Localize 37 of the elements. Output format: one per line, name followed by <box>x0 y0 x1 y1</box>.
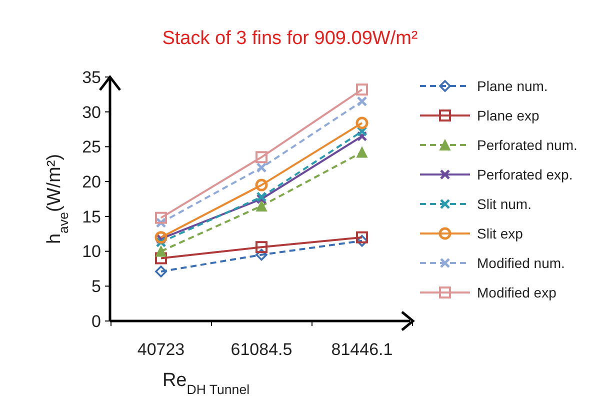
legend-label: Slit num. <box>477 196 532 212</box>
x-axis-title: Re$_{DH Tunnel}$ <box>162 370 250 396</box>
point <box>155 252 167 264</box>
x-tick-label: 61084.5 <box>230 340 292 359</box>
x-tick-label: 81446.1 <box>331 340 393 359</box>
point <box>256 162 267 173</box>
point <box>256 241 268 254</box>
legend-label: Plane num. <box>477 78 548 94</box>
y-tick-label: 10 <box>82 242 101 262</box>
legend-label: Plane exp <box>477 107 540 124</box>
y-tick-label: 5 <box>92 277 101 296</box>
point <box>156 246 166 257</box>
point <box>255 178 268 192</box>
y-tick-label: 15 <box>82 207 101 226</box>
legend-label: Slit exp <box>477 225 524 242</box>
legend-label: Modified exp <box>477 284 557 300</box>
point <box>256 200 267 212</box>
y-tick-label: 30 <box>82 102 101 122</box>
point <box>356 96 368 107</box>
point <box>356 84 368 96</box>
point <box>256 151 268 164</box>
chart-title: Stack of 3 fins for 909.09W/m² <box>162 28 418 49</box>
legend-label: Perforated exp. <box>477 166 573 182</box>
point <box>356 231 368 244</box>
y-tick-label: 20 <box>82 172 101 192</box>
x-tick-label: 40723 <box>137 340 185 359</box>
y-tick-label: 25 <box>82 138 101 157</box>
point <box>256 248 268 261</box>
point <box>155 212 167 224</box>
legend-label: Modified num. <box>477 254 565 271</box>
legend-label: Perforated num. <box>477 136 578 153</box>
point <box>356 116 368 130</box>
point <box>155 266 167 278</box>
y-tick-label: 35 <box>82 68 101 87</box>
point <box>356 234 368 247</box>
y-tick-label: 0 <box>92 312 101 331</box>
point <box>356 146 368 158</box>
